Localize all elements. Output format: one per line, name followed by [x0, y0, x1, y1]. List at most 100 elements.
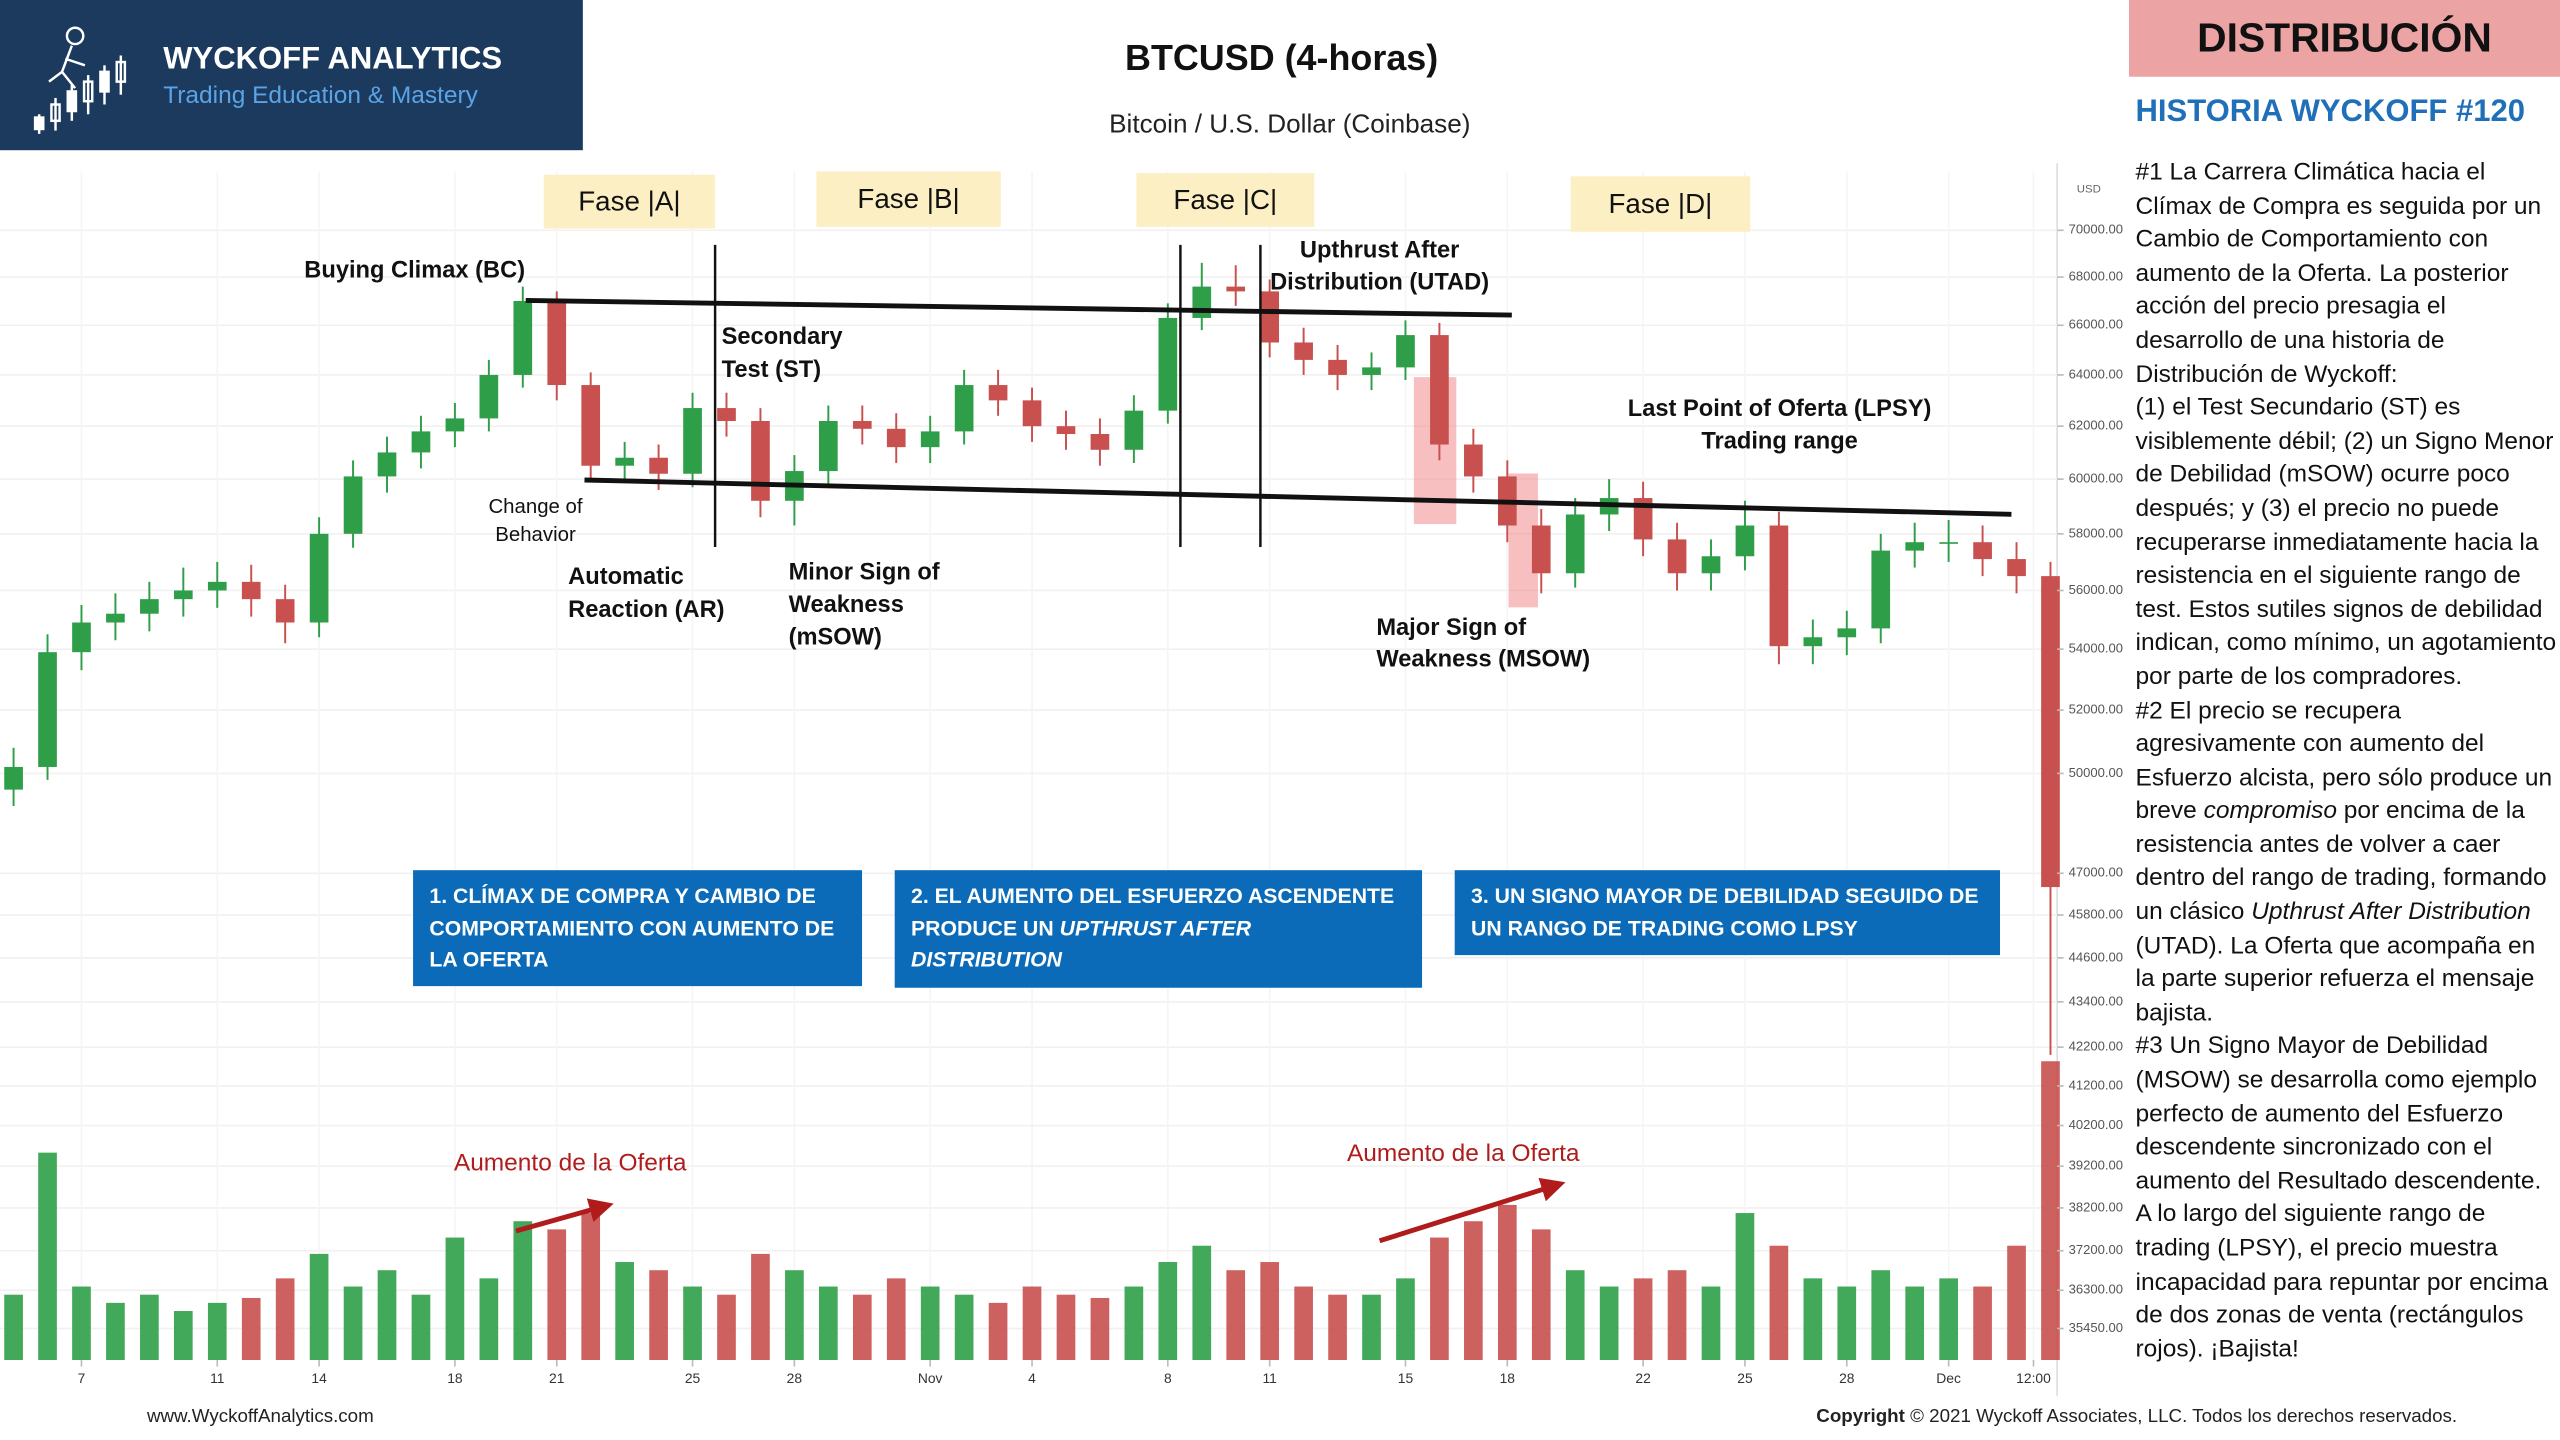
x-tick-label: 18 [447, 1370, 463, 1386]
note-box: 2. EL AUMENTO DEL ESFUERZO ASCENDENTE PR… [894, 870, 1423, 988]
chart-subtitle: Bitcoin / U.S. Dollar (Coinbase) [1109, 109, 1470, 139]
y-tick-label: 54000.00 [2069, 641, 2123, 656]
volume-bar [1633, 1278, 1653, 1360]
story-text: Upthrust After Distribution [2251, 898, 2531, 926]
candle-body [547, 300, 567, 386]
candle-body [1464, 444, 1483, 477]
phase-label: Fase |B| [857, 183, 959, 214]
volume-note: Aumento de la Oferta [454, 1150, 687, 1177]
candle-body [1328, 359, 1347, 375]
x-tick-label: 12:00 [2016, 1370, 2051, 1386]
volume-bar [275, 1278, 295, 1360]
volume-bar [1362, 1294, 1381, 1360]
x-tick-label: 21 [549, 1370, 565, 1386]
volume-bar [717, 1294, 736, 1360]
phase-box [1136, 173, 1315, 227]
volume-bar [140, 1294, 159, 1360]
chart-title: BTCUSD (4-horas) [1125, 37, 1438, 78]
candle-body [377, 452, 397, 477]
annotation: Major Sign of [1376, 615, 1526, 641]
tagline: Trading Education & Mastery [163, 82, 478, 109]
volume-bar [2041, 1061, 2060, 1360]
volume-bar [1090, 1297, 1110, 1360]
volume-note: Aumento de la Oferta [1347, 1140, 1580, 1167]
marks [4, 262, 2060, 1360]
volume-bar [309, 1253, 329, 1360]
story-text: (1) el Test Secundario (ST) es visibleme… [2135, 393, 2557, 691]
volume-bar [1396, 1278, 1415, 1360]
story-text: compromiso [2203, 797, 2337, 825]
phase-box [816, 171, 1001, 227]
story-text: (UTAD). La Oferta que acompaña en la par… [2135, 931, 2536, 1027]
story-paragraph: (1) el Test Secundario (ST) es visibleme… [2136, 392, 2557, 695]
volume-bar [1803, 1278, 1823, 1360]
volume-bar [852, 1294, 872, 1360]
volume-bar [1973, 1286, 1992, 1360]
candle-body [106, 613, 125, 623]
annotation: Last Point of Oferta (LPSY) [1628, 396, 1932, 422]
annotation: Change of [488, 496, 582, 518]
annotation: Test (ST) [722, 357, 821, 383]
footer-site: www.WyckoffAnalytics.com [146, 1405, 374, 1426]
annotation: Distribution (UTAD) [1270, 270, 1489, 296]
annotation: (mSOW) [789, 625, 882, 651]
candle-body [479, 374, 499, 419]
candle-body [1124, 410, 1144, 450]
story-paragraph: #1 La Carrera Climática hacia el Clímax … [2136, 157, 2557, 392]
y-tick-label: 38200.00 [2069, 1199, 2123, 1214]
volume-bar [1192, 1245, 1212, 1360]
volume-bar [445, 1237, 465, 1360]
candle-body [954, 385, 974, 432]
candle-body [886, 428, 906, 448]
copyright-text: © 2021 Wyckoff Associates, LLC. Todos lo… [1905, 1405, 2457, 1426]
candle-body [1362, 367, 1381, 375]
candle-body [1701, 556, 1721, 574]
copyright-label: Copyright [1816, 1405, 1905, 1426]
support-line [584, 477, 2012, 517]
badge: DISTRIBUCIÓN [2197, 15, 2492, 61]
y-tick-label: 41200.00 [2069, 1077, 2123, 1092]
grid [0, 171, 2058, 1360]
badge-box [2128, 0, 2560, 77]
y-tick-label: 39200.00 [2069, 1158, 2123, 1173]
y-tick-label: 62000.00 [2069, 418, 2123, 433]
x-tick-label: 22 [1635, 1370, 1651, 1386]
candle-body [1090, 434, 1110, 450]
candle-body [1430, 335, 1449, 445]
note-box: 1. CLÍMAX DE COMPRA Y CAMBIO DE COMPORTA… [413, 870, 863, 987]
candle-body [241, 581, 261, 600]
volume-bar [819, 1286, 838, 1360]
annotation: Secondary [722, 324, 844, 350]
y-tick-label: 70000.00 [2069, 222, 2123, 237]
y-tick-label: 66000.00 [2069, 317, 2123, 332]
volume-bar [377, 1270, 397, 1360]
volume-bar [1837, 1286, 1857, 1360]
candle-body [72, 622, 91, 653]
volume-bar [4, 1294, 23, 1360]
candle-body [1192, 286, 1212, 318]
brand: WYCKOFF ANALYTICS [163, 41, 502, 76]
candle-body [1667, 539, 1687, 574]
y-tick-label: 47000.00 [2069, 865, 2123, 880]
candle-body [1396, 335, 1415, 368]
volume-bar [1599, 1286, 1619, 1360]
volume-bar [1294, 1286, 1313, 1360]
story-text: por encima de la resistencia antes de vo… [2135, 797, 2547, 926]
x-tick-label: 7 [78, 1370, 86, 1386]
volume-bar [479, 1278, 499, 1360]
candle-body [920, 431, 940, 448]
annotations: Fase |A| Fase |B| Fase |C| Fase |D| Buying C… [304, 171, 1932, 1177]
candle-body [173, 590, 193, 600]
annotation: Trading range [1701, 429, 1857, 455]
x-tick-label: 25 [1737, 1370, 1753, 1386]
volume-bar [581, 1213, 601, 1360]
candle-body [717, 408, 736, 421]
volume-bar [72, 1286, 91, 1360]
volume-bar [1905, 1286, 1925, 1360]
volume-bar [1871, 1270, 1891, 1360]
y-tick-label: 56000.00 [2069, 582, 2123, 597]
candle-body [309, 533, 329, 623]
y-tick-label: 52000.00 [2069, 702, 2123, 717]
candle-body [1939, 542, 1958, 544]
candle-body [1531, 525, 1551, 574]
